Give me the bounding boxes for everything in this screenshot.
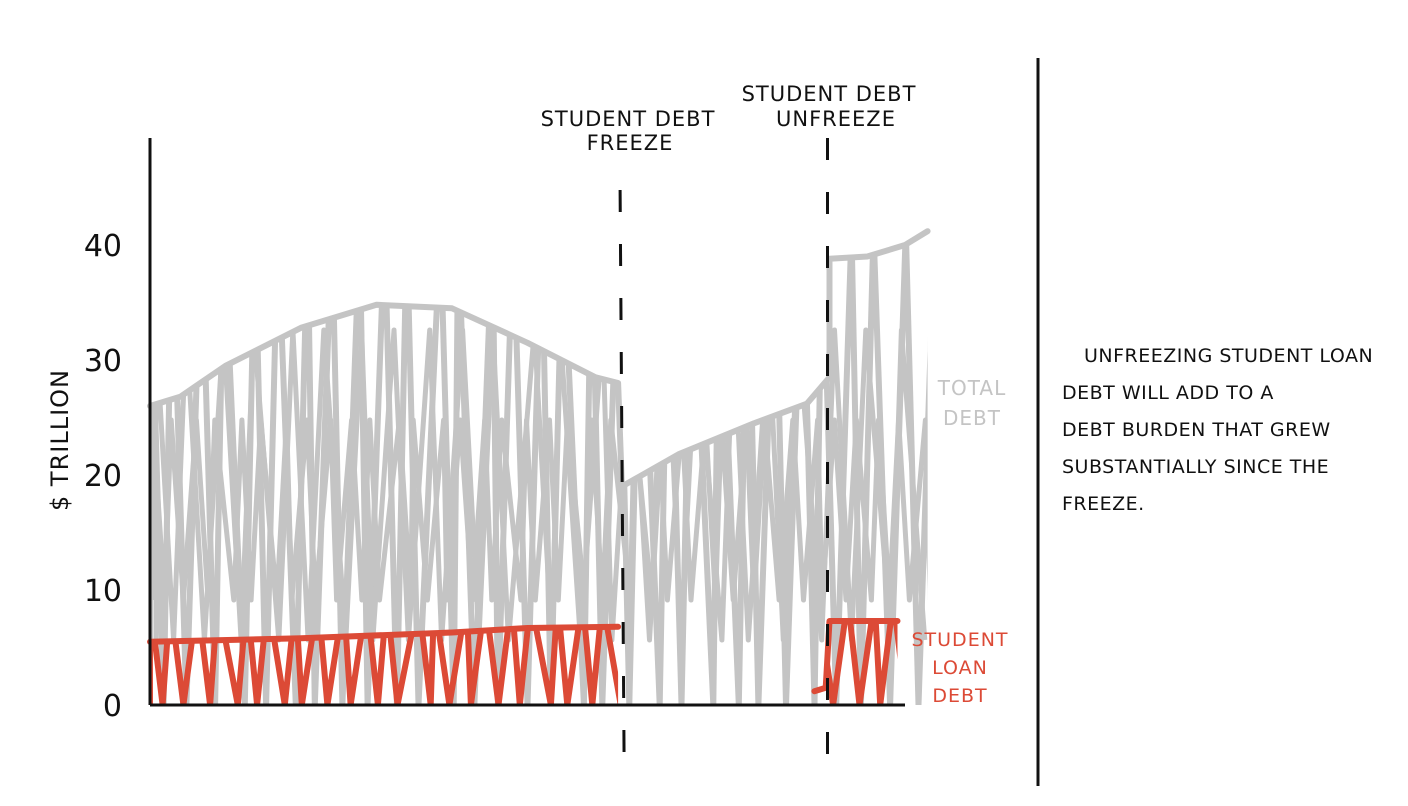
y-tick-label: 20 bbox=[84, 459, 122, 494]
commentary-note: UNFREEZING STUDENT LOAN DEBT WILL ADD TO… bbox=[1062, 338, 1392, 523]
series-label: DEBT bbox=[932, 685, 987, 707]
freeze-marker-line bbox=[618, 189, 626, 761]
y-tick-label: 40 bbox=[84, 229, 122, 264]
series-labels: TOTAL DEBT STUDENT LOAN DEBT bbox=[911, 376, 1008, 707]
unfreeze-label-line-1: STUDENT DEBT bbox=[742, 82, 917, 106]
unfreeze-label-line-2: UNFREEZE bbox=[776, 107, 896, 131]
freeze-label-line-2: FREEZE bbox=[587, 131, 674, 155]
total-debt-fill bbox=[150, 231, 928, 705]
y-tick-labels: 0 10 20 30 40 bbox=[84, 229, 122, 724]
series-label: STUDENT bbox=[911, 629, 1008, 651]
note-line: UNFREEZING STUDENT LOAN bbox=[1084, 345, 1374, 367]
y-tick-label: 0 bbox=[103, 689, 122, 724]
y-tick-label: 30 bbox=[84, 344, 122, 379]
y-axis-label: $ TRILLION bbox=[46, 369, 74, 511]
series-label: TOTAL bbox=[937, 376, 1006, 400]
note-line: SUBSTANTIALLY SINCE THE bbox=[1062, 456, 1330, 478]
scribble-stroke bbox=[150, 417, 928, 603]
total-debt-line bbox=[147, 228, 931, 490]
student-debt-line bbox=[147, 618, 901, 695]
freeze-label-line-1: STUDENT DEBT bbox=[541, 107, 716, 131]
note-line: DEBT BURDEN THAT GREW bbox=[1062, 419, 1331, 441]
series-label: LOAN bbox=[932, 657, 988, 679]
note-line: FREEZE. bbox=[1062, 493, 1145, 515]
y-tick-label: 10 bbox=[84, 574, 122, 609]
note-line: DEBT WILL ADD TO A bbox=[1062, 382, 1274, 404]
series-label: DEBT bbox=[943, 406, 1001, 430]
